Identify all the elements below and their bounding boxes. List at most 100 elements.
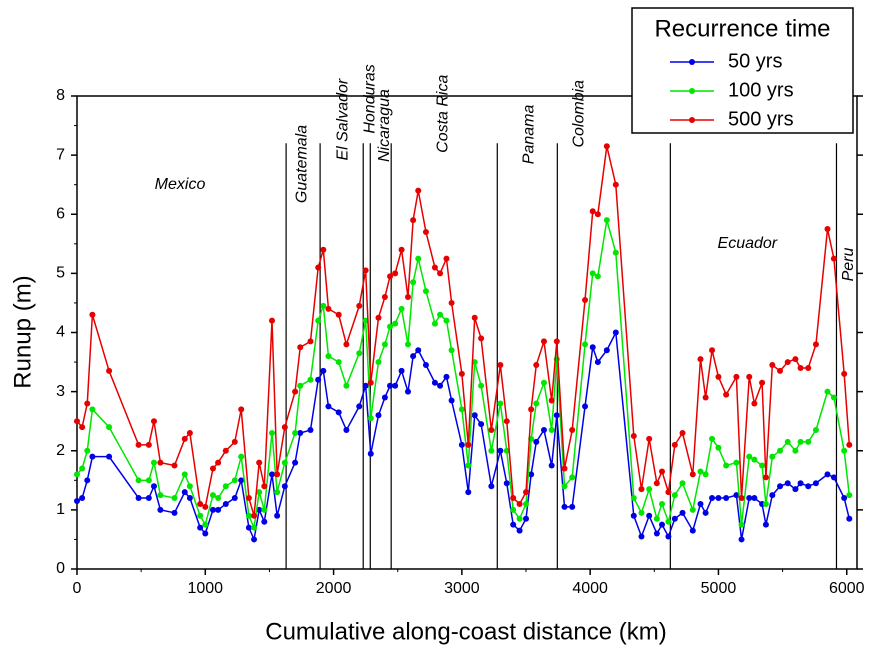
data-point <box>784 480 791 487</box>
legend-label: 500 yrs <box>728 108 794 130</box>
data-point <box>471 314 478 321</box>
data-point <box>702 394 709 401</box>
data-point <box>335 409 342 416</box>
data-point <box>824 388 831 395</box>
data-point <box>679 430 686 437</box>
data-point <box>431 320 438 327</box>
data-point <box>245 512 252 519</box>
data-point <box>315 264 322 271</box>
y-tick-label: 0 <box>56 560 65 577</box>
data-point <box>392 270 399 277</box>
data-point <box>256 506 263 513</box>
data-point <box>269 471 275 478</box>
data-point <box>665 533 672 540</box>
data-point <box>422 228 429 235</box>
data-point <box>297 382 304 389</box>
data-point <box>375 412 382 419</box>
data-point <box>638 533 645 540</box>
data-point <box>84 400 91 407</box>
data-point <box>431 379 438 386</box>
data-point <box>540 427 547 434</box>
data-point <box>589 344 596 351</box>
data-point <box>215 495 222 502</box>
legend-label: 100 yrs <box>728 79 794 101</box>
data-point <box>458 406 465 413</box>
y-tick-label: 1 <box>56 501 65 518</box>
data-point <box>510 495 517 502</box>
data-point <box>746 453 753 460</box>
data-point <box>589 208 596 215</box>
data-point <box>297 430 304 437</box>
data-point <box>320 367 327 374</box>
data-point <box>157 492 164 499</box>
data-point <box>437 382 444 389</box>
data-point <box>415 255 422 262</box>
data-point <box>553 412 560 419</box>
data-point <box>805 438 812 445</box>
data-point <box>256 489 263 496</box>
data-point <box>404 341 411 348</box>
data-point <box>281 459 288 466</box>
data-point <box>181 435 188 442</box>
data-point <box>582 296 589 303</box>
data-point <box>145 495 152 502</box>
data-point <box>533 362 540 369</box>
data-point <box>186 483 193 490</box>
data-point <box>805 364 812 371</box>
data-point <box>398 246 405 253</box>
data-point <box>769 492 776 499</box>
legend-marker <box>689 88 695 94</box>
data-point <box>79 424 86 431</box>
data-point <box>335 311 342 318</box>
data-point <box>465 489 472 496</box>
data-point <box>458 370 465 377</box>
data-point <box>488 483 495 490</box>
data-point <box>812 480 819 487</box>
data-point <box>528 406 535 413</box>
data-point <box>410 353 417 360</box>
data-point <box>746 495 753 502</box>
data-point <box>603 347 610 354</box>
data-point <box>638 486 645 493</box>
data-point <box>387 382 394 389</box>
data-point <box>478 421 485 428</box>
data-point <box>582 403 589 410</box>
data-point <box>215 506 222 513</box>
x-tick-label: 2000 <box>316 580 352 597</box>
data-point <box>106 453 113 460</box>
data-point <box>171 495 178 502</box>
data-point <box>343 382 350 389</box>
legend-label: 50 yrs <box>728 50 782 72</box>
data-point <box>269 430 275 437</box>
data-point <box>594 211 601 218</box>
data-point <box>659 521 665 528</box>
data-point <box>231 495 238 502</box>
data-point <box>659 468 665 475</box>
data-point <box>746 373 753 380</box>
data-point <box>458 441 465 448</box>
data-point <box>375 314 382 321</box>
data-point <box>561 465 568 472</box>
data-point <box>251 536 258 543</box>
data-point <box>410 217 417 224</box>
data-point <box>335 359 342 366</box>
data-point <box>751 495 758 502</box>
data-point <box>274 512 281 519</box>
data-point <box>222 483 229 490</box>
data-point <box>157 459 164 466</box>
y-tick-label: 4 <box>56 324 65 341</box>
data-point <box>79 495 86 502</box>
data-point <box>846 515 853 522</box>
data-point <box>792 447 799 454</box>
data-point <box>356 302 363 309</box>
data-point <box>671 441 678 448</box>
data-point <box>497 362 504 369</box>
data-point <box>135 477 142 484</box>
data-point <box>777 447 784 454</box>
data-point <box>261 506 268 513</box>
data-point <box>150 418 157 425</box>
data-point <box>797 480 804 487</box>
data-point <box>186 495 193 502</box>
data-point <box>830 394 837 401</box>
data-point <box>784 438 791 445</box>
